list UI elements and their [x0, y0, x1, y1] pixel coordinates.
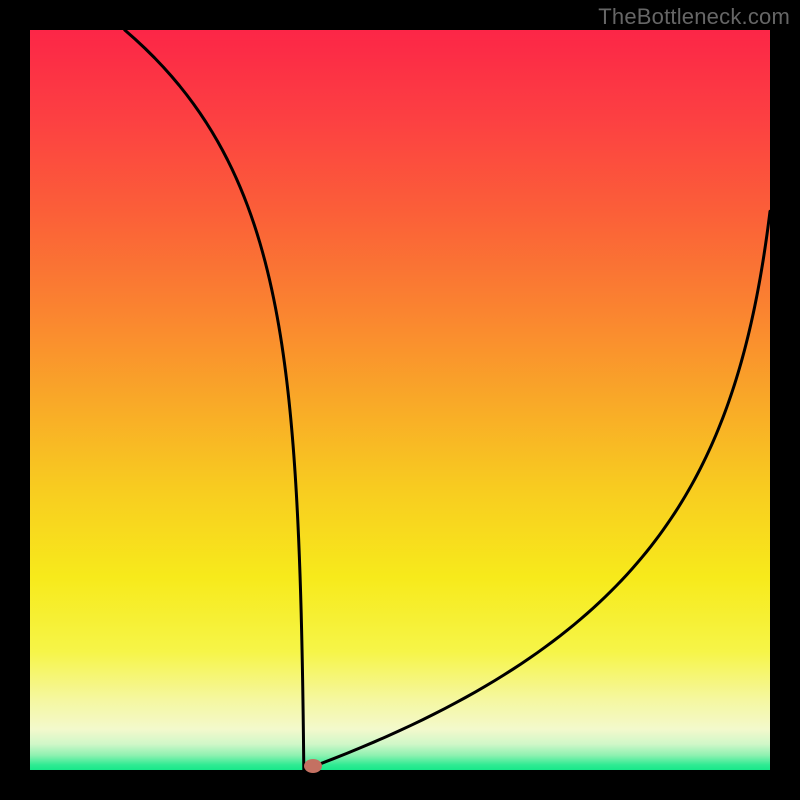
stage: TheBottleneck.com: [0, 0, 800, 800]
optimum-marker: [304, 759, 322, 773]
bottleneck-curve: [30, 30, 770, 770]
watermark-text: TheBottleneck.com: [598, 4, 790, 30]
